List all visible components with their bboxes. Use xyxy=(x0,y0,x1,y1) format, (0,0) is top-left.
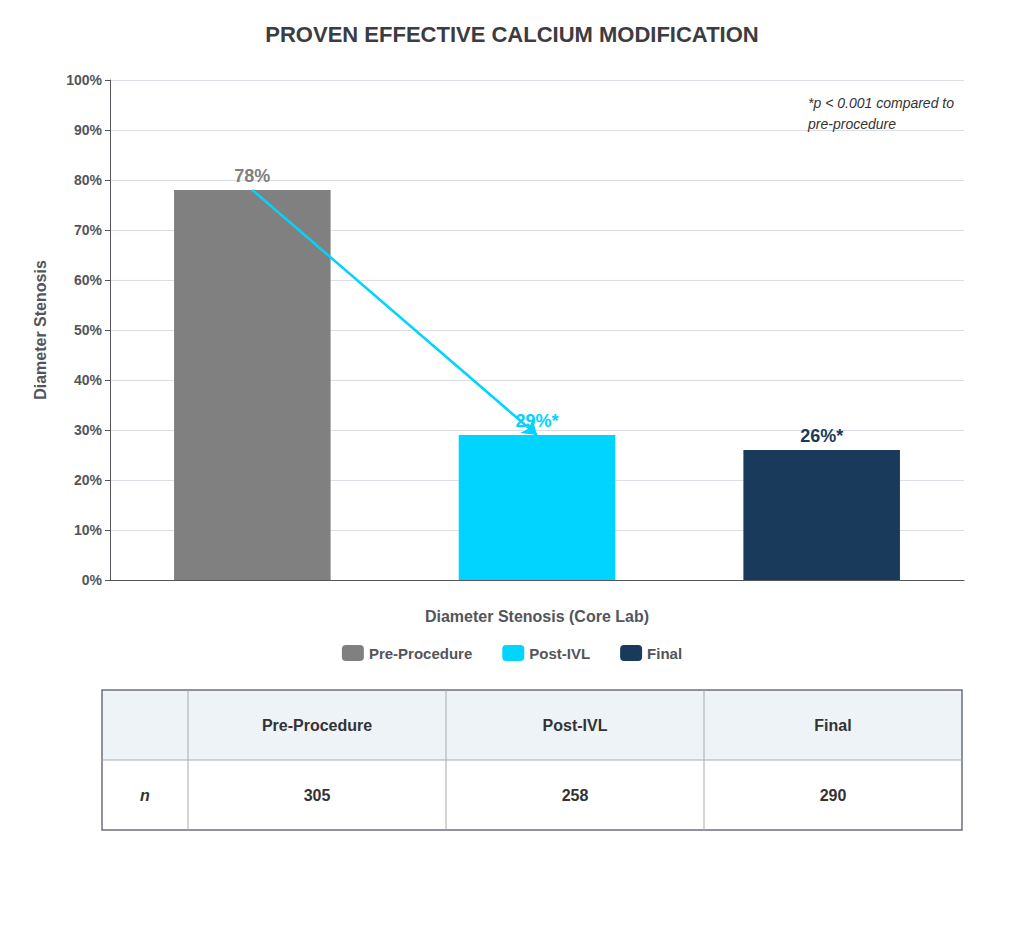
svg-text:29%*: 29%* xyxy=(515,411,559,431)
svg-text:Post-IVL: Post-IVL xyxy=(543,717,608,734)
svg-text:80%: 80% xyxy=(74,172,103,188)
svg-text:290: 290 xyxy=(820,787,847,804)
svg-text:50%: 50% xyxy=(74,322,103,338)
svg-text:10%: 10% xyxy=(74,522,103,538)
svg-text:26%*: 26%* xyxy=(800,426,843,446)
svg-text:60%: 60% xyxy=(74,272,103,288)
svg-text:90%: 90% xyxy=(74,122,103,138)
svg-text:70%: 70% xyxy=(74,222,103,238)
svg-text:PROVEN EFFECTIVE CALCIUM MODIF: PROVEN EFFECTIVE CALCIUM MODIFICATION xyxy=(265,22,758,47)
svg-text:30%: 30% xyxy=(74,422,103,438)
svg-text:258: 258 xyxy=(562,787,589,804)
svg-text:pre-procedure: pre-procedure xyxy=(807,116,896,132)
svg-text:Final: Final xyxy=(814,717,851,734)
svg-text:20%: 20% xyxy=(74,472,103,488)
svg-text:Diameter Stenosis: Diameter Stenosis xyxy=(32,260,49,400)
svg-text:305: 305 xyxy=(304,787,331,804)
svg-text:Pre-Procedure: Pre-Procedure xyxy=(262,717,372,734)
svg-text:n: n xyxy=(140,787,150,804)
svg-text:Post-IVL: Post-IVL xyxy=(529,645,590,662)
svg-text:*p < 0.001 compared to: *p < 0.001 compared to xyxy=(808,95,954,111)
svg-text:Diameter Stenosis (Core Lab): Diameter Stenosis (Core Lab) xyxy=(425,608,649,625)
svg-text:78%: 78% xyxy=(234,166,270,186)
svg-text:Pre-Procedure: Pre-Procedure xyxy=(369,645,472,662)
svg-text:40%: 40% xyxy=(74,372,103,388)
svg-text:100%: 100% xyxy=(66,72,102,88)
svg-text:0%: 0% xyxy=(82,572,103,588)
svg-text:Final: Final xyxy=(647,645,682,662)
